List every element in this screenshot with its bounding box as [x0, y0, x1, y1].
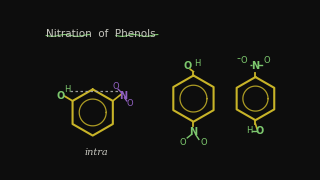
- Text: N: N: [120, 91, 128, 101]
- Text: N: N: [252, 61, 260, 71]
- Text: O: O: [201, 138, 208, 147]
- Text: O: O: [183, 61, 191, 71]
- Text: N: N: [189, 127, 197, 137]
- Text: H: H: [64, 85, 70, 94]
- Text: -: -: [236, 54, 240, 64]
- Text: O: O: [57, 91, 65, 101]
- Text: O: O: [179, 138, 186, 147]
- Text: H: H: [194, 59, 201, 68]
- Text: intra: intra: [85, 148, 108, 157]
- Text: H: H: [246, 126, 252, 135]
- Text: O: O: [264, 56, 270, 65]
- Text: O: O: [256, 126, 264, 136]
- Text: O: O: [113, 82, 119, 91]
- Text: O: O: [127, 100, 133, 109]
- Text: Nitration  of  Phenols: Nitration of Phenols: [46, 29, 156, 39]
- Text: O: O: [241, 56, 247, 65]
